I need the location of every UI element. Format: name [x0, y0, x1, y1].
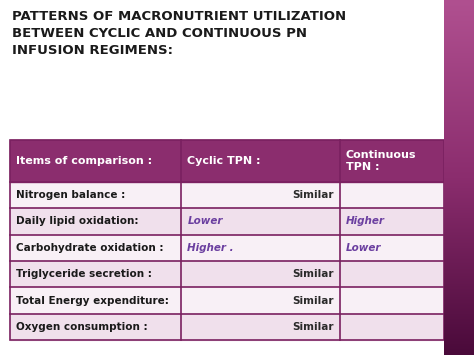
Text: Lower: Lower — [187, 217, 223, 226]
Bar — [10, 261, 444, 287]
Text: Similar: Similar — [292, 322, 334, 332]
Text: PATTERNS OF MACRONUTRIENT UTILIZATION
BETWEEN CYCLIC AND CONTINUOUS PN
INFUSION : PATTERNS OF MACRONUTRIENT UTILIZATION BE… — [12, 10, 346, 57]
Bar — [10, 208, 444, 235]
Bar — [10, 140, 444, 340]
Bar — [10, 314, 444, 340]
Text: Carbohydrate oxidation :: Carbohydrate oxidation : — [16, 243, 164, 253]
Text: Triglyceride secretion :: Triglyceride secretion : — [16, 269, 152, 279]
Text: Higher: Higher — [346, 217, 385, 226]
Text: Daily lipid oxidation:: Daily lipid oxidation: — [16, 217, 138, 226]
Text: Total Energy expenditure:: Total Energy expenditure: — [16, 295, 169, 306]
Bar — [10, 235, 444, 261]
Text: Lower: Lower — [346, 243, 382, 253]
Text: Oxygen consumption :: Oxygen consumption : — [16, 322, 147, 332]
Text: Items of comparison :: Items of comparison : — [16, 156, 152, 166]
Text: Similar: Similar — [292, 190, 334, 200]
Text: Similar: Similar — [292, 295, 334, 306]
Text: Nitrogen balance :: Nitrogen balance : — [16, 190, 125, 200]
Bar — [10, 287, 444, 314]
Text: Continuous
TPN :: Continuous TPN : — [346, 150, 416, 172]
Text: Higher .: Higher . — [187, 243, 234, 253]
Text: Similar: Similar — [292, 269, 334, 279]
Bar — [10, 182, 444, 208]
Bar — [10, 140, 444, 182]
Text: Cyclic TPN :: Cyclic TPN : — [187, 156, 261, 166]
